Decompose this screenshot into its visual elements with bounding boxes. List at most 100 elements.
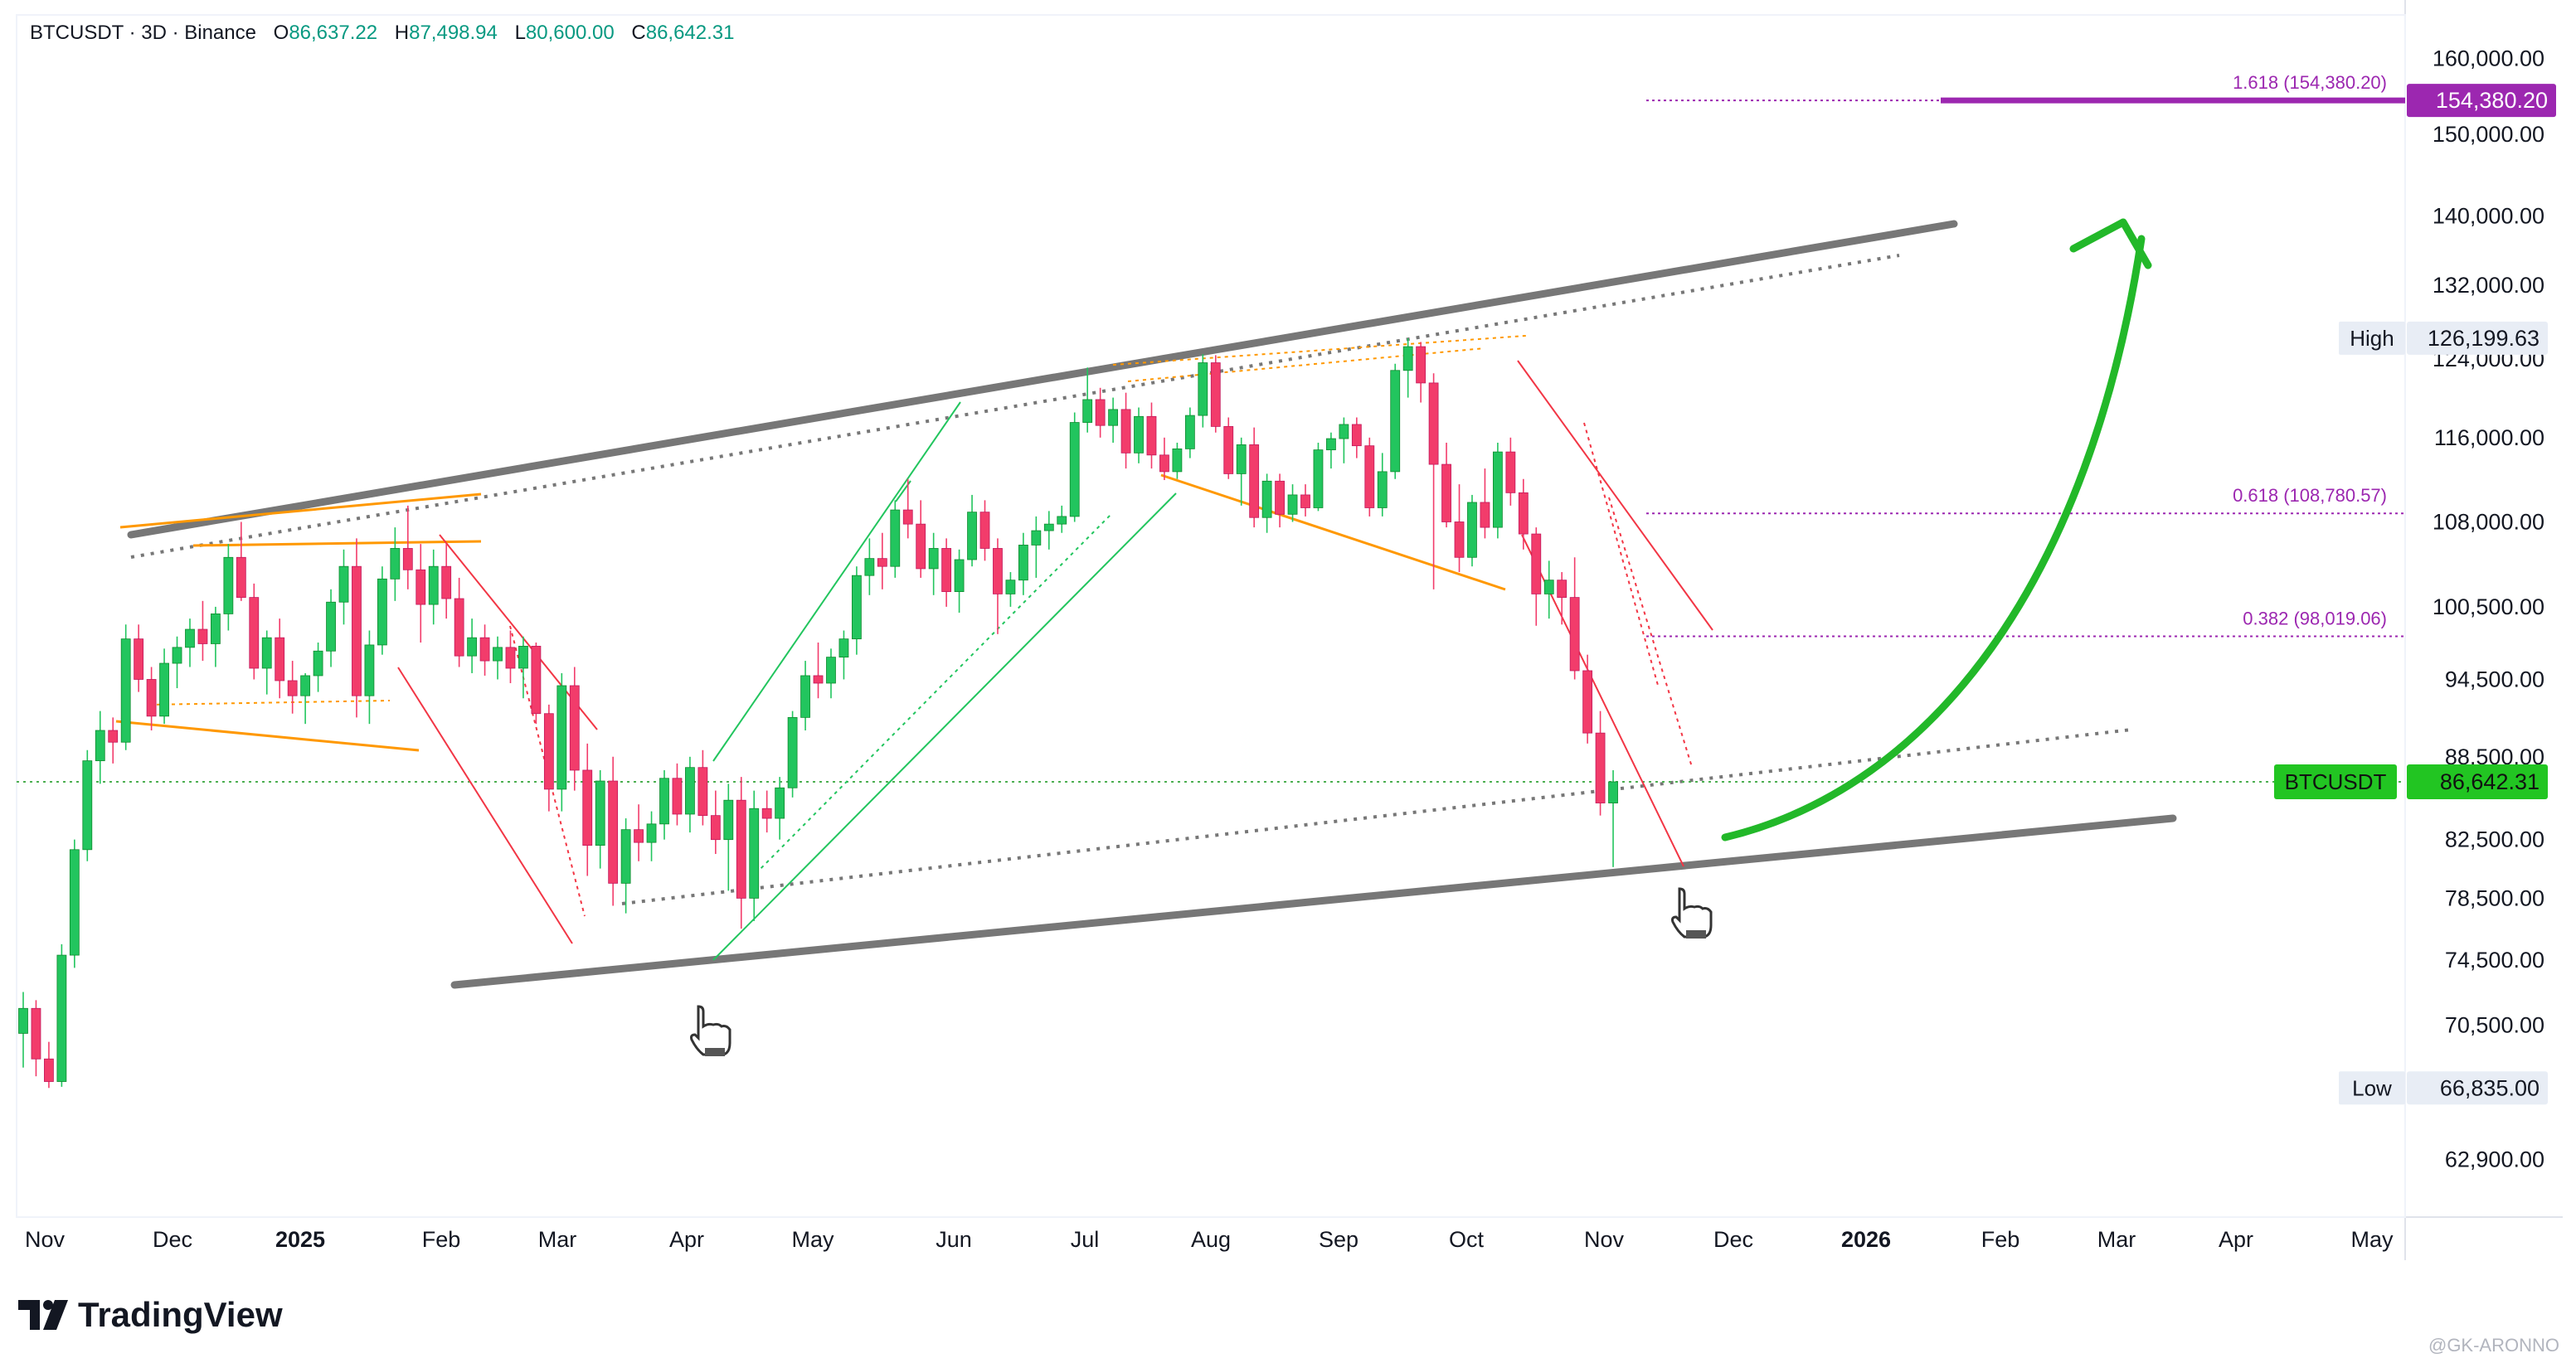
candle-body: [1275, 480, 1285, 515]
candle-up: [326, 589, 336, 667]
channel-upper-line: [127, 220, 1958, 539]
fib-label-0: 1.618 (154,380.20): [2233, 72, 2387, 93]
red-channel-line-3: [1517, 360, 1713, 631]
time-tick-label: Apr: [669, 1227, 704, 1252]
candle-up: [826, 648, 836, 699]
tradingview-logo[interactable]: TradingView: [18, 1295, 283, 1335]
candle-up: [300, 672, 311, 725]
price-tick-label: 108,000.00: [2433, 509, 2544, 534]
candle-body: [479, 637, 490, 662]
candle-down: [454, 577, 464, 667]
candle-up: [493, 636, 503, 680]
candle-body: [313, 650, 323, 677]
candle-up: [82, 749, 93, 861]
candle-up: [1005, 572, 1016, 607]
candle-body: [1184, 415, 1195, 449]
candle-body: [95, 730, 105, 762]
low-marker-value-bg: [2407, 1071, 2548, 1105]
candle-down: [146, 667, 157, 731]
candle-down: [1531, 527, 1542, 626]
low-value: 80,600.00: [525, 22, 615, 44]
candle-up: [1069, 412, 1080, 522]
hand-cuff: [1686, 930, 1706, 939]
candle-down: [197, 600, 208, 662]
candle-down: [1557, 572, 1567, 625]
time-tick-label: Feb: [422, 1227, 461, 1252]
candle-down: [916, 500, 926, 578]
candle-up: [364, 630, 375, 725]
candle-down: [979, 500, 990, 561]
candle-body: [197, 628, 208, 644]
candle-up: [428, 549, 439, 625]
candle-up: [800, 661, 810, 731]
candle-up: [1608, 769, 1618, 867]
candle-body: [1134, 415, 1144, 454]
candle-body: [82, 760, 93, 851]
candle-body: [1608, 781, 1618, 803]
candle-body: [569, 685, 580, 771]
candle-up: [518, 636, 528, 699]
candle-body: [1595, 732, 1606, 803]
candle-down: [505, 630, 516, 683]
channel-mid-upper-dotted: [130, 254, 1900, 559]
target-price-marker-value: 154,380.20: [2436, 88, 2548, 113]
time-tick-label: Sep: [1319, 1227, 1358, 1252]
candle-up: [1184, 407, 1195, 458]
candle-body: [338, 565, 349, 603]
candle-up: [620, 818, 631, 914]
candle-body: [210, 614, 221, 644]
candle-body: [1120, 409, 1131, 454]
candle-up: [659, 769, 669, 840]
candle-up: [1543, 560, 1554, 619]
green-channel-line-3: [750, 513, 1112, 880]
candle-body: [108, 730, 119, 743]
projection-arrowhead: [2069, 218, 2152, 269]
candle-down: [569, 667, 580, 791]
target-price-marker: 154,380.20: [2407, 84, 2556, 118]
candle-down: [352, 538, 362, 718]
candle-down: [249, 583, 260, 680]
candle-up: [390, 527, 401, 601]
candle-body: [1018, 545, 1028, 581]
candle-down: [275, 618, 285, 699]
candle-body: [749, 808, 760, 899]
candle-down: [31, 1000, 41, 1077]
symbol-title[interactable]: BTCUSDT · 3D · Binance: [30, 22, 256, 44]
time-tick-label: Nov: [1584, 1227, 1625, 1252]
fib-label-1: 0.618 (108,780.57): [2233, 485, 2387, 506]
candle-down: [1351, 417, 1362, 458]
last-price-value-bg: [2407, 764, 2548, 799]
candle-body: [1428, 382, 1439, 465]
candle-up: [120, 624, 131, 750]
price-tick-label: 94,500.00: [2445, 667, 2544, 691]
candle-down: [236, 521, 246, 601]
close-label: C: [631, 22, 646, 44]
chart-grid: [16, 0, 2563, 1260]
candle-down: [1518, 478, 1529, 550]
tradingview-logo-icon: [18, 1300, 68, 1330]
open-label: O: [273, 22, 289, 44]
candle-body: [454, 598, 464, 657]
candle-body: [864, 558, 875, 576]
logo-text: TradingView: [78, 1295, 283, 1334]
candle-body: [852, 575, 862, 640]
time-tick-label: 2026: [1841, 1227, 1891, 1252]
candle-down: [582, 743, 593, 876]
candle-down: [1159, 437, 1169, 481]
candle-up: [223, 544, 234, 631]
candle-down: [543, 704, 554, 812]
candle-body: [261, 637, 272, 669]
fib-label-2: 0.382 (98,019.06): [2243, 608, 2387, 628]
candle-body: [287, 680, 298, 696]
candle-body: [1543, 580, 1554, 594]
candle-body: [1223, 425, 1234, 474]
time-tick-label: Dec: [153, 1227, 192, 1252]
candle-body: [1082, 399, 1093, 423]
candle-body: [1441, 463, 1451, 522]
candle-body: [1326, 438, 1336, 451]
candle-body: [390, 548, 401, 580]
time-tick-label: Aug: [1191, 1227, 1231, 1252]
candle-down: [608, 756, 619, 906]
candle-down: [993, 538, 1003, 634]
